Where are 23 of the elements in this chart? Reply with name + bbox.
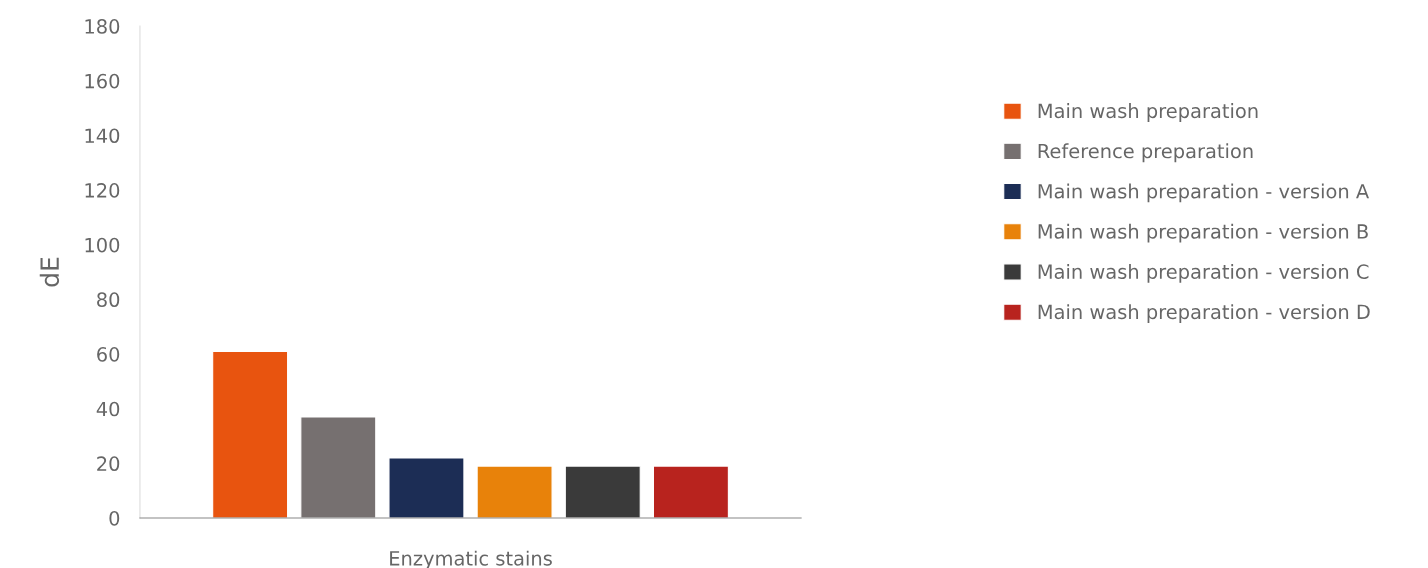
y-axis-title: dE [39, 257, 60, 287]
bar [388, 457, 465, 519]
y-tick-label: 160 [85, 73, 120, 89]
y-tick-label: 40 [96, 401, 120, 417]
bar [652, 465, 729, 519]
legend-label: Main wash preparation [1038, 103, 1258, 122]
legend-label: Main wash preparation - version D [1038, 304, 1370, 323]
legend-label: Reference preparation [1038, 143, 1253, 163]
bar [564, 465, 641, 519]
legend-label: Main wash preparation - version A [1038, 183, 1370, 203]
y-tick-label: 180 [85, 19, 120, 34]
y-tick-label: 120 [85, 183, 120, 198]
legend-label: Main wash preparation - version C [1038, 263, 1369, 283]
bar [300, 416, 377, 519]
y-tick-label: 100 [85, 237, 120, 253]
y-tick-label: 60 [97, 347, 120, 362]
bar [476, 465, 553, 519]
bar [212, 350, 289, 519]
y-tick-label: 0 [109, 510, 120, 526]
y-tick-label: 80 [97, 292, 120, 308]
y-tick-label: 20 [97, 456, 120, 472]
y-tick-label: 140 [85, 128, 120, 144]
legend-label: Main wash preparation - version B [1038, 223, 1368, 243]
